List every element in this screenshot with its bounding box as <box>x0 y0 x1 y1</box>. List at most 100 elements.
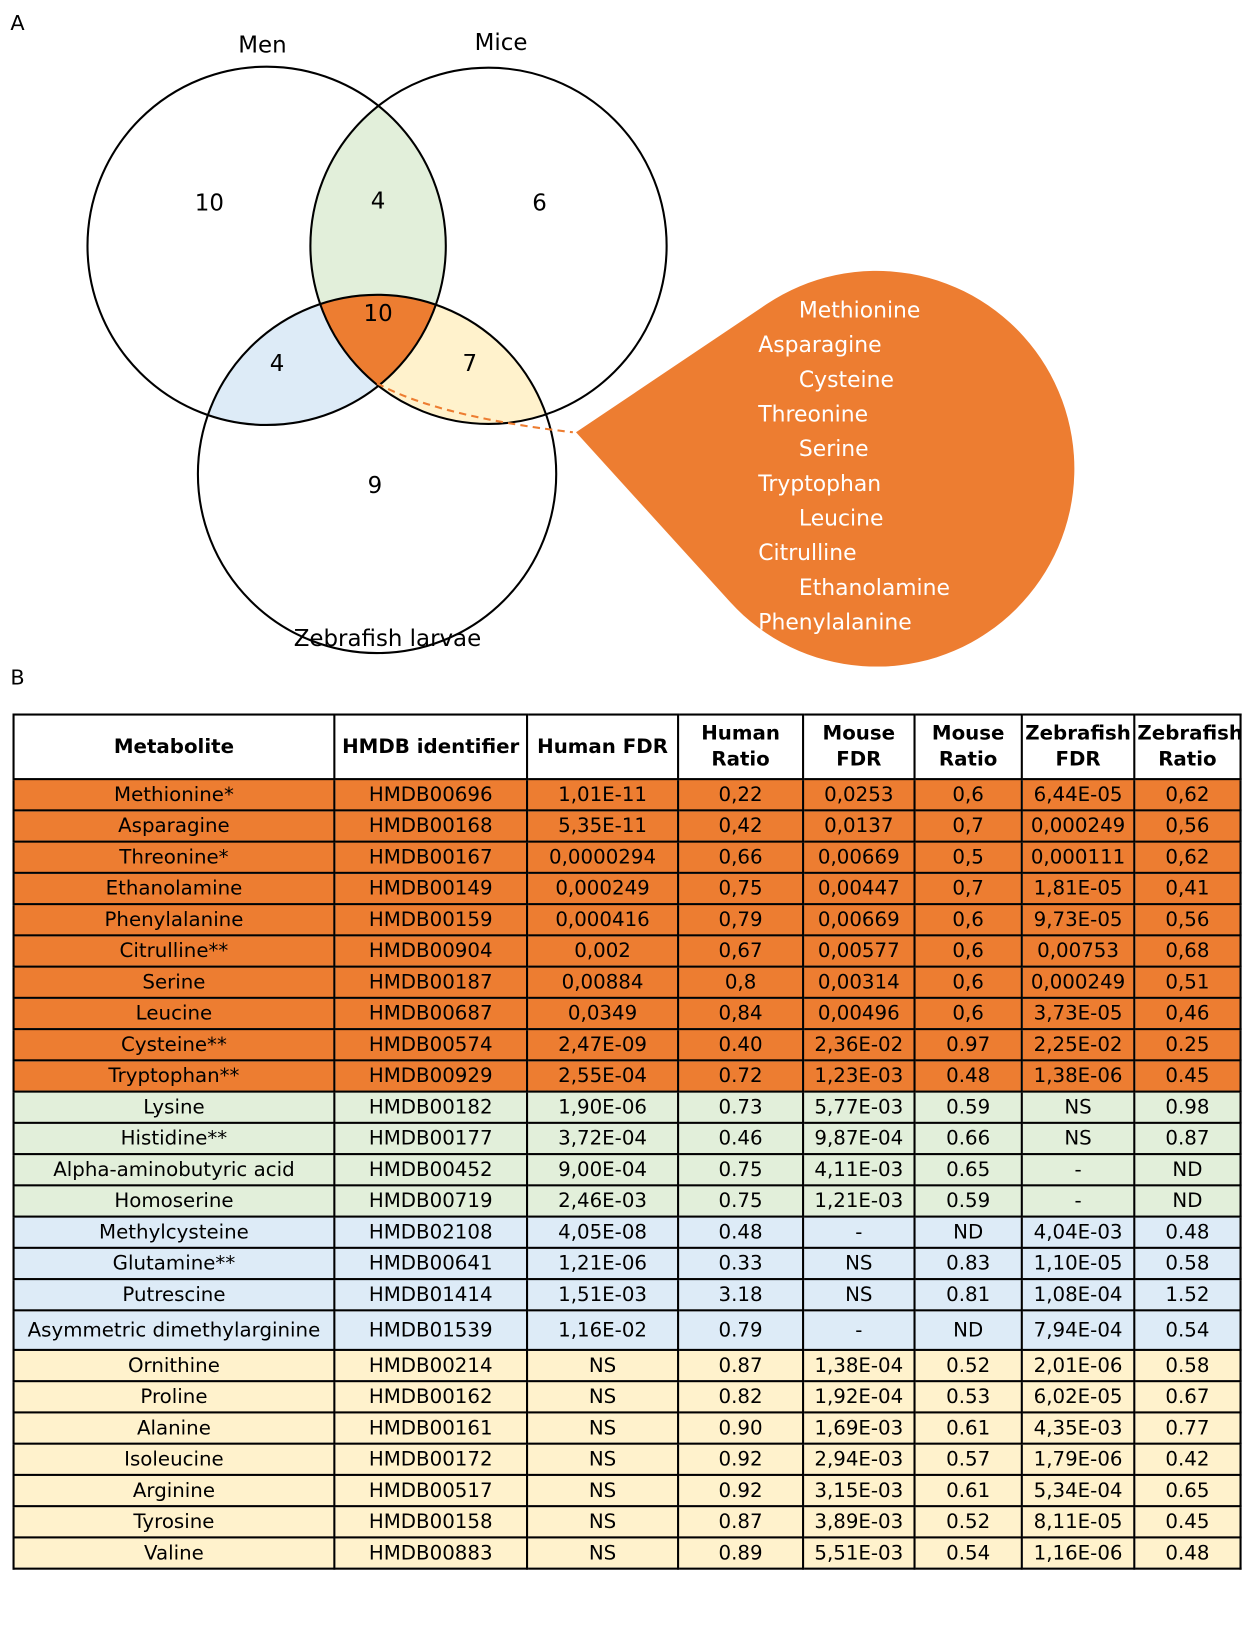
table-cell: HMDB01539 <box>333 1309 529 1351</box>
column-header: Human FDR <box>526 713 680 781</box>
table-cell: 0,0000294 <box>526 840 680 874</box>
column-header: Metabolite <box>12 713 336 781</box>
table-cell: 0.79 <box>677 1309 805 1351</box>
table-cell: 0.73 <box>677 1090 805 1124</box>
column-header: Mouse FDR <box>802 713 916 781</box>
table-cell: HMDB01414 <box>333 1278 529 1312</box>
table-cell: 0.61 <box>913 1411 1023 1445</box>
table-cell: 3,15E-03 <box>802 1473 916 1508</box>
set-circle <box>86 65 447 427</box>
table-cell: 1.52 <box>1133 1278 1242 1312</box>
table-cell: Citrulline** <box>12 934 336 968</box>
table-cell: 0,6 <box>913 903 1023 937</box>
table-cell: NS <box>526 1348 680 1383</box>
table-row: Ethanolamine HMDB00149 0,000249 0,75 0,00447… <box>12 871 1242 906</box>
table-cell: 3.18 <box>677 1278 805 1312</box>
table-cell: HMDB00574 <box>333 1028 529 1062</box>
table-cell: 0.54 <box>913 1536 1023 1570</box>
table-row: Proline HMDB00162 NS 0.82 1,92E-04 0.53 6,02E-… <box>12 1380 1242 1414</box>
table-cell: 0,22 <box>677 778 805 812</box>
table-cell: Methionine* <box>12 778 336 812</box>
callout-item: Citrulline <box>758 541 856 566</box>
table-cell: HMDB00167 <box>333 840 529 874</box>
table-cell: 0.59 <box>913 1090 1023 1124</box>
table-cell: 0,000111 <box>1020 840 1136 874</box>
table-cell: 0.72 <box>677 1059 805 1093</box>
table-cell: 2,46E-03 <box>526 1184 680 1218</box>
table-cell: 0.58 <box>1133 1246 1242 1281</box>
table-cell: Asymmetric dimethylarginine <box>12 1309 336 1351</box>
table-cell: 0.33 <box>677 1246 805 1281</box>
table-cell: HMDB00177 <box>333 1121 529 1156</box>
table-cell: 0,000249 <box>1020 809 1136 843</box>
table-cell: Threonine* <box>12 840 336 874</box>
table-cell: Ornithine <box>12 1348 336 1383</box>
table-cell: 0.48 <box>1133 1215 1242 1249</box>
table-row: Serine HMDB00187 0,00884 0,8 0,00314 0,6 0,000… <box>12 965 1242 999</box>
table-cell: HMDB00214 <box>333 1348 529 1383</box>
table-cell: 1,16E-06 <box>1020 1536 1136 1570</box>
region-fill <box>310 294 557 424</box>
table-cell: HMDB00182 <box>333 1090 529 1124</box>
table-cell: 1,69E-03 <box>802 1411 916 1445</box>
table-cell: 0,6 <box>913 934 1023 968</box>
table-cell: - <box>802 1309 916 1351</box>
table-cell: HMDB00168 <box>333 809 529 843</box>
region-count: 6 <box>532 191 547 217</box>
table-cell: 0.65 <box>913 1153 1023 1187</box>
table-cell: NS <box>526 1473 680 1508</box>
table-cell: Ethanolamine <box>12 871 336 906</box>
callout-item: Phenylalanine <box>758 611 911 636</box>
table-cell: 5,77E-03 <box>802 1090 916 1124</box>
column-header: Human Ratio <box>677 713 805 781</box>
table-cell: HMDB00161 <box>333 1411 529 1445</box>
table-cell: 0.77 <box>1133 1411 1242 1445</box>
table-cell: Alpha-aminobutyric acid <box>12 1153 336 1187</box>
table-cell: 1,90E-06 <box>526 1090 680 1124</box>
table-row: Histidine** HMDB00177 3,72E-04 0.46 9,87E-04… <box>12 1121 1242 1156</box>
table-cell: 0.40 <box>677 1028 805 1062</box>
table-cell: 0.83 <box>913 1246 1023 1281</box>
table-row: Asymmetric dimethylarginine HMDB01539 1,16… <box>12 1309 1242 1351</box>
table-cell: HMDB00162 <box>333 1380 529 1414</box>
table-cell: 0,62 <box>1133 840 1242 874</box>
table-cell: 0.59 <box>913 1184 1023 1218</box>
table-row: Citrulline** HMDB00904 0,002 0,67 0,00577 0,6… <box>12 934 1242 968</box>
venn-diagram: Men Mice Zebrafish larvae 10 6 9 4 4 7 10 Methioni… <box>86 30 1075 667</box>
region-count: 4 <box>270 351 285 377</box>
table-cell: HMDB00641 <box>333 1246 529 1281</box>
table-cell: 6,44E-05 <box>1020 778 1136 812</box>
table-cell: 0,00669 <box>802 840 916 874</box>
set-label: Mice <box>475 30 528 56</box>
table-cell: 0.54 <box>1133 1309 1242 1351</box>
table-cell: 0,79 <box>677 903 805 937</box>
table-cell: 1,92E-04 <box>802 1380 916 1414</box>
table-cell: Homoserine <box>12 1184 336 1218</box>
table-cell: Phenylalanine <box>12 903 336 937</box>
table-cell: 1,51E-03 <box>526 1278 680 1312</box>
table-cell: 0,00447 <box>802 871 916 906</box>
region-count: 10 <box>364 301 393 327</box>
table-row: Ornithine HMDB00214 NS 0.87 1,38E-04 0.52 2,01… <box>12 1348 1242 1383</box>
table-cell: Putrescine <box>12 1278 336 1312</box>
table-cell: 0,000249 <box>526 871 680 906</box>
table-cell: 0.48 <box>677 1215 805 1249</box>
table-cell: HMDB00159 <box>333 903 529 937</box>
table-cell: 0.58 <box>1133 1348 1242 1383</box>
column-header: Zebrafish FDR <box>1020 713 1136 781</box>
table-cell: 0,00669 <box>802 903 916 937</box>
table-cell: 0,62 <box>1133 778 1242 812</box>
table-cell: HMDB00187 <box>333 965 529 999</box>
table-cell: ND <box>913 1215 1023 1249</box>
table-cell: HMDB00158 <box>333 1505 529 1539</box>
table-cell: 0,00577 <box>802 934 916 968</box>
table-cell: 1,08E-04 <box>1020 1278 1136 1312</box>
table-cell: 4,04E-03 <box>1020 1215 1136 1249</box>
table-cell: 0,5 <box>913 840 1023 874</box>
table-cell: 1,81E-05 <box>1020 871 1136 906</box>
callout-item: Asparagine <box>758 333 881 358</box>
table-cell: 5,51E-03 <box>802 1536 916 1570</box>
column-header: Mouse Ratio <box>913 713 1023 781</box>
callout-item: Tryptophan <box>757 472 881 497</box>
table-cell: - <box>802 1215 916 1249</box>
